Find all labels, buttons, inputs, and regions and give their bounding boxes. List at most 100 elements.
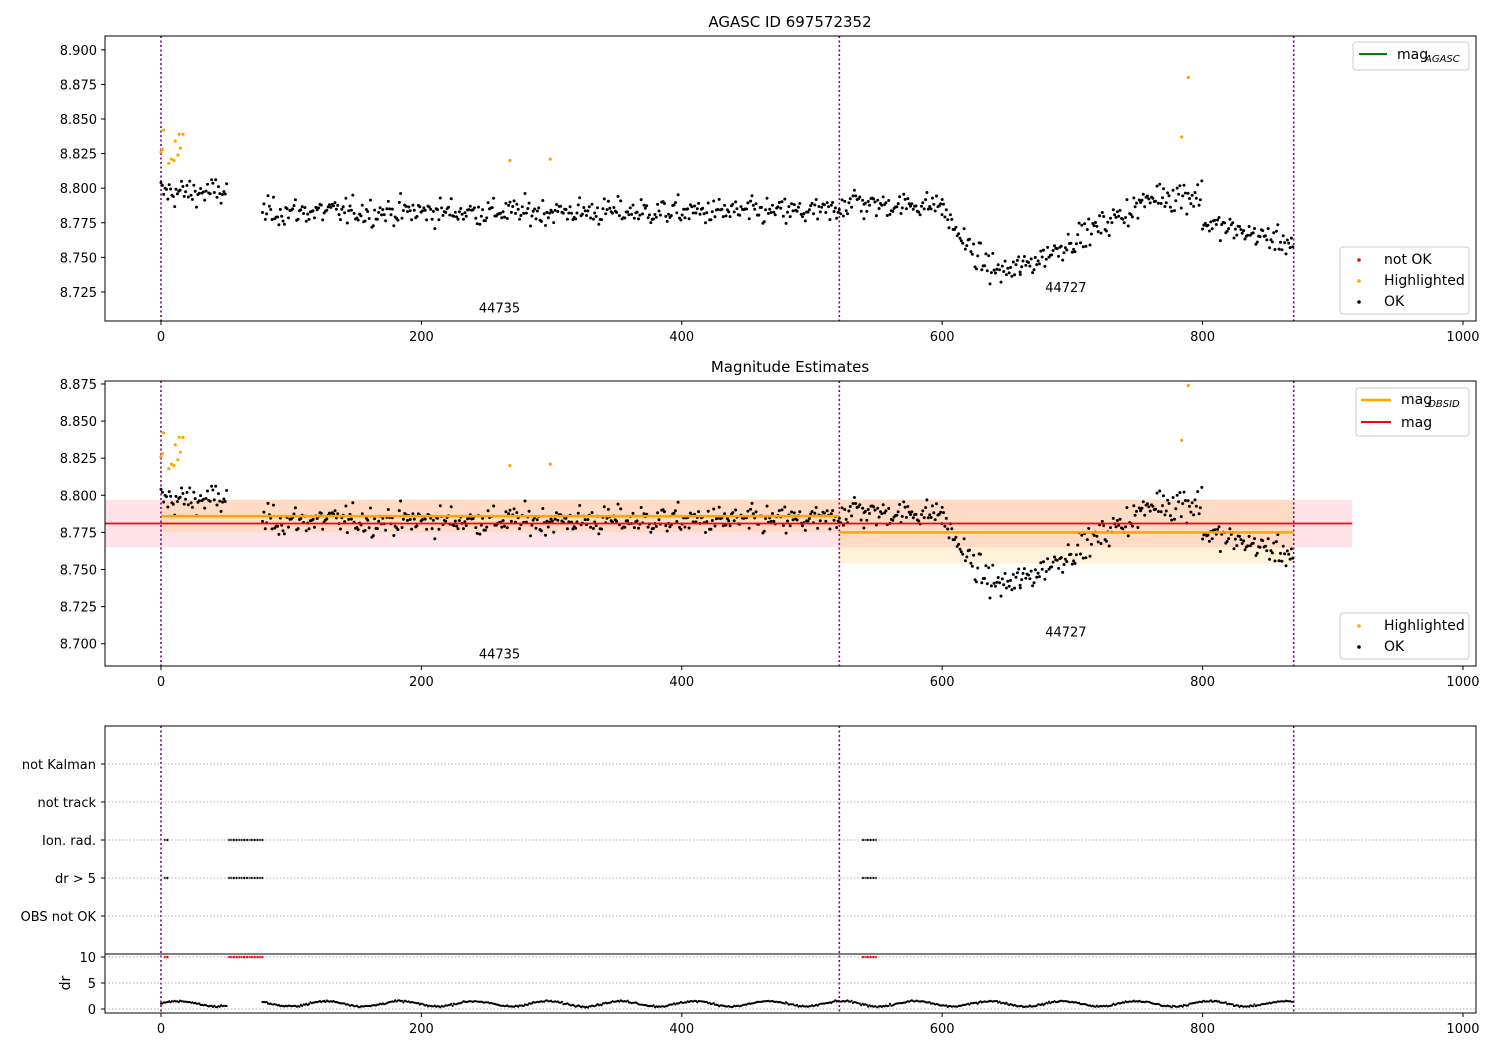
data-point-ok	[1136, 216, 1140, 220]
data-point-ok	[1240, 542, 1244, 545]
data-point-ok	[272, 503, 275, 507]
data-point-ok	[907, 202, 911, 206]
x-tick-label: 400	[669, 675, 694, 690]
data-point-ok	[1223, 221, 1226, 225]
data-point-ok	[1081, 245, 1085, 249]
data-point-ok	[564, 208, 568, 211]
data-point-ok	[723, 512, 727, 516]
data-point-ok	[788, 215, 792, 219]
data-point-ok	[754, 510, 758, 514]
data-point-ok	[602, 505, 606, 509]
data-point-ok	[825, 201, 829, 205]
data-point-ok	[1000, 264, 1004, 268]
data-point-ok	[464, 524, 468, 527]
data-point-ok	[848, 197, 852, 201]
data-point-ok	[1178, 184, 1182, 188]
data-point-ok	[649, 530, 653, 534]
data-point-ok	[276, 215, 280, 219]
data-point-ok	[836, 519, 840, 523]
data-point-ok	[337, 213, 341, 217]
data-point-ok	[1029, 257, 1033, 261]
dr-clipped-point	[166, 955, 169, 959]
data-point-ok	[1007, 584, 1011, 588]
data-point-ok	[813, 511, 817, 515]
data-point-ok	[589, 216, 593, 220]
data-point-ok	[267, 204, 271, 208]
data-point-ok	[898, 195, 902, 199]
data-point-ok	[611, 211, 614, 215]
data-point-ok	[185, 184, 189, 187]
data-point-ok	[1043, 577, 1047, 581]
data-point-ok	[728, 215, 732, 219]
data-point-ok	[665, 529, 669, 533]
data-point-ok	[453, 519, 457, 523]
data-point-ok	[1280, 559, 1284, 563]
data-point-ok	[968, 237, 971, 241]
data-point-ok	[1273, 248, 1277, 251]
data-point-ok	[694, 211, 698, 215]
data-point-ok	[818, 519, 822, 523]
data-point-ok	[190, 197, 194, 201]
data-point-ok	[204, 189, 208, 193]
data-point-ok	[203, 198, 207, 202]
data-point-ok	[524, 211, 528, 215]
data-point-ok	[754, 202, 758, 206]
data-point-ok	[750, 501, 754, 505]
data-point-ok	[985, 269, 989, 273]
y-tick-label: 8.875	[60, 378, 97, 393]
data-point-ok	[969, 561, 973, 565]
data-point-ok	[1288, 246, 1292, 250]
data-point-ok	[940, 198, 944, 201]
data-point-ok	[477, 205, 480, 209]
data-point-ok	[965, 244, 969, 248]
dr-point	[213, 1004, 216, 1007]
data-point-ok	[415, 215, 419, 218]
data-point-ok	[1201, 537, 1205, 541]
data-point-ok	[836, 210, 840, 214]
data-point-ok	[972, 553, 976, 557]
data-point-ok	[1246, 544, 1250, 548]
data-point-ok	[1209, 220, 1213, 224]
data-point-ok	[508, 508, 512, 512]
data-point-ok	[1073, 250, 1077, 254]
data-point-ok	[697, 510, 701, 514]
data-point-ok	[958, 547, 962, 551]
data-point-ok	[501, 210, 505, 214]
data-point-ok	[351, 193, 355, 197]
data-point-ok	[1261, 539, 1265, 543]
data-point-ok	[425, 527, 429, 531]
data-point-ok	[1270, 551, 1274, 555]
data-point-ok	[1143, 205, 1147, 209]
data-point-ok	[1158, 182, 1162, 186]
data-point-ok	[1020, 265, 1024, 269]
data-point-ok	[987, 254, 991, 258]
data-point-ok	[876, 506, 880, 510]
dr-point	[968, 1003, 971, 1006]
data-point-ok	[193, 189, 197, 193]
data-point-ok	[526, 207, 530, 210]
data-point-ok	[907, 510, 911, 514]
data-point-ok	[1287, 552, 1291, 556]
data-point-ok	[940, 505, 944, 509]
data-point-ok	[799, 212, 803, 216]
data-point-ok	[1170, 518, 1174, 522]
data-point-ok	[1050, 253, 1054, 257]
data-point-ok	[996, 263, 1000, 267]
data-point-ok	[924, 198, 928, 202]
data-point-ok	[1143, 513, 1147, 517]
dr-point	[417, 1002, 420, 1005]
data-point-ok	[586, 209, 590, 213]
data-point-ok	[1106, 220, 1110, 224]
data-point-ok	[1089, 542, 1093, 546]
y-tick-label: 8.750	[60, 251, 97, 266]
data-point-ok	[1156, 510, 1160, 513]
data-point-ok	[970, 564, 974, 568]
data-point-ok	[1139, 509, 1143, 513]
data-point-ok	[509, 210, 513, 214]
data-point-ok	[1009, 578, 1012, 582]
data-point-ok	[175, 192, 179, 196]
data-point-ok	[844, 517, 848, 521]
data-point-ok	[866, 200, 870, 203]
data-point-ok	[663, 510, 666, 514]
data-point-ok	[1070, 562, 1074, 566]
